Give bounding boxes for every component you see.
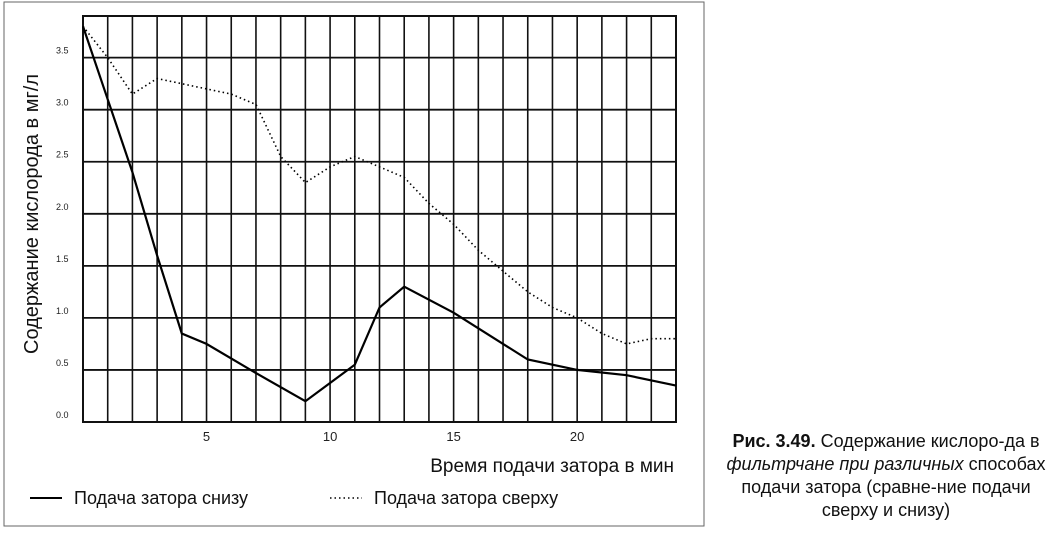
series-line-top-feed	[82, 25, 676, 345]
y-tick-label: 1.0	[56, 306, 69, 316]
legend: Подача затора снизу Подача затора сверху	[30, 488, 558, 508]
series-line-bottom-feed	[81, 26, 677, 403]
figure-caption: Рис. 3.49. Содержание кислоро-да в фильт…	[716, 430, 1056, 522]
caption-text-2: способах подачи затора (сравне-ние подач…	[741, 454, 1046, 520]
y-tick-label: 2.5	[56, 150, 69, 160]
caption-number: Рис. 3.49.	[732, 431, 816, 451]
x-axis-label: Время подачи затора в мин	[430, 456, 674, 477]
y-tick-label: 0.0	[56, 410, 69, 420]
tick-labels: 0.0 0.5 1.0 1.5 2.0 2.5 3.0 3.5 5 10 15 20	[56, 46, 584, 444]
x-tick-label: 20	[570, 429, 584, 444]
x-tick-label: 15	[446, 429, 460, 444]
y-tick-label: 0.5	[56, 358, 69, 368]
y-tick-label: 3.5	[56, 46, 69, 56]
series-lines	[81, 25, 677, 403]
caption-text-italic: фильтрчане при различных	[726, 454, 964, 474]
y-tick-label: 2.0	[56, 202, 69, 212]
x-tick-label: 5	[203, 429, 210, 444]
plot-area-border	[82, 15, 677, 423]
legend-label: Подача затора сверху	[374, 488, 558, 508]
figure-frame	[3, 1, 705, 527]
grid	[82, 15, 677, 423]
y-tick-label: 1.5	[56, 254, 69, 264]
y-axis-label: Содержание кислорода в мг/л	[21, 74, 43, 354]
x-tick-label: 10	[323, 429, 337, 444]
caption-text-1: Содержание кислоро-да в	[820, 431, 1040, 451]
legend-label: Подача затора снизу	[74, 488, 248, 508]
y-tick-label: 3.0	[56, 98, 69, 108]
